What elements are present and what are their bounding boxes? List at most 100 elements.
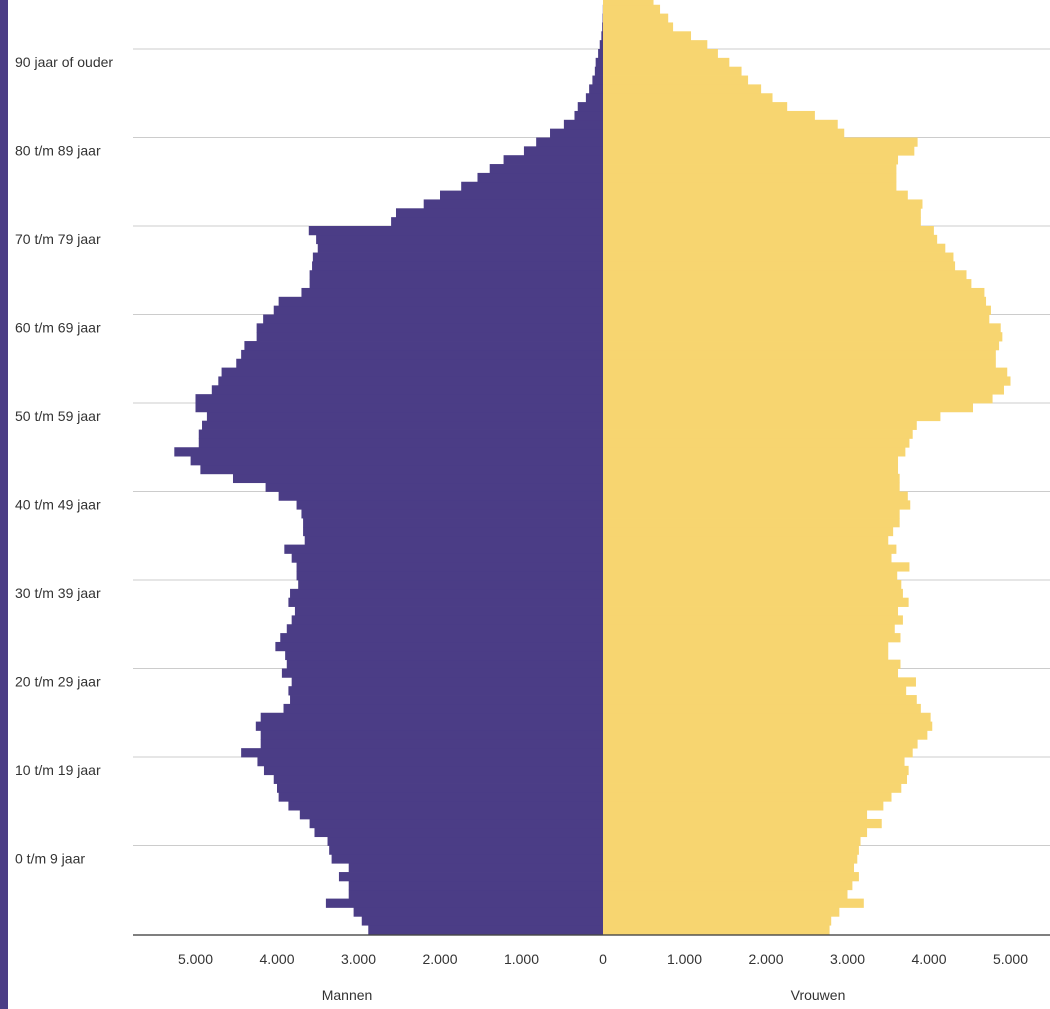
bar-vrouwen <box>603 367 1008 377</box>
bar-mannen <box>348 889 603 899</box>
bar-mannen <box>236 358 603 368</box>
bar-mannen <box>599 40 603 50</box>
x-tick-label: 1.000 <box>667 951 702 967</box>
bar-mannen <box>301 287 603 298</box>
bar-mannen <box>256 332 604 342</box>
age-group-label: 0 t/m 9 jaar <box>15 851 85 867</box>
bar-mannen <box>602 22 603 32</box>
bar-mannen <box>291 677 603 687</box>
bar-vrouwen <box>603 314 990 324</box>
bar-vrouwen <box>603 695 917 705</box>
bar-vrouwen <box>603 456 899 466</box>
bar-mannen <box>275 641 603 652</box>
bar-vrouwen <box>603 482 900 492</box>
bar-mannen <box>241 748 603 758</box>
bar-vrouwen <box>603 84 762 94</box>
bar-vrouwen <box>603 305 991 315</box>
bar-mannen <box>296 562 603 572</box>
age-group-label: 50 t/m 59 jaar <box>15 408 101 424</box>
bar-mannen <box>296 500 603 510</box>
bar-vrouwen <box>603 93 773 103</box>
x-axis-ticks: 5.000 4.000 3.000 2.000 1.000 0 1.000 2.000 3.00… <box>178 951 1028 967</box>
bar-mannen <box>327 836 603 846</box>
bar-mannen <box>523 146 603 156</box>
bar-mannen <box>594 66 603 76</box>
bar-vrouwen <box>603 287 985 298</box>
bar-mannen <box>206 411 603 422</box>
bar-mannen <box>477 172 603 183</box>
bar-vrouwen <box>603 597 909 607</box>
bar-mannen <box>598 49 603 59</box>
x-tick-label: 5.000 <box>993 951 1028 967</box>
bar-mannen <box>368 925 603 935</box>
bar-vrouwen <box>603 765 909 776</box>
bar-vrouwen <box>603 164 897 174</box>
bar-mannen <box>273 774 603 784</box>
bar-vrouwen <box>603 588 903 599</box>
bar-mannen <box>536 137 603 147</box>
x-tick-label: 0 <box>599 951 607 967</box>
bar-vrouwen <box>603 411 941 422</box>
bar-mannen <box>585 93 603 103</box>
bar-mannen <box>348 863 603 873</box>
bar-vrouwen <box>603 509 900 519</box>
bar-mannen <box>244 341 603 351</box>
bar-mannen <box>574 110 604 121</box>
bar-mannen <box>314 827 603 838</box>
bar-mannen <box>298 580 603 590</box>
bar-mannen <box>461 181 603 191</box>
bar-mannen <box>329 845 603 855</box>
bar-mannen <box>309 270 603 280</box>
bar-mannen <box>202 420 603 430</box>
bar-mannen <box>174 447 603 457</box>
bar-mannen <box>291 615 603 625</box>
x-tick-label: 4.000 <box>259 951 294 967</box>
bar-vrouwen <box>603 677 916 687</box>
bar-vrouwen <box>603 128 845 138</box>
bar-mannen <box>290 695 603 705</box>
bars <box>174 0 1011 935</box>
bar-vrouwen <box>603 208 921 218</box>
bar-vrouwen <box>603 836 861 846</box>
bar-mannen <box>312 252 603 262</box>
bar-vrouwen <box>603 403 974 413</box>
bar-mannen <box>263 314 603 324</box>
bar-vrouwen <box>603 925 830 935</box>
age-group-label: 90 jaar of ouder <box>15 54 113 70</box>
bar-vrouwen <box>603 889 848 899</box>
bar-mannen <box>503 155 603 165</box>
bar-mannen <box>278 792 603 802</box>
age-group-label: 10 t/m 19 jaar <box>15 762 101 778</box>
bar-vrouwen <box>603 818 882 829</box>
bar-mannen <box>283 703 603 714</box>
bar-vrouwen <box>603 615 903 625</box>
bar-mannen <box>288 801 603 811</box>
bar-mannen <box>277 783 603 793</box>
bar-vrouwen <box>603 447 906 457</box>
bar-vrouwen <box>603 385 1004 395</box>
bar-vrouwen <box>603 810 868 820</box>
bar-mannen <box>195 394 603 404</box>
bar-vrouwen <box>603 429 913 439</box>
bar-vrouwen <box>603 438 910 448</box>
bar-vrouwen <box>603 907 840 917</box>
bar-vrouwen <box>603 199 923 209</box>
bar-vrouwen <box>603 650 889 661</box>
age-group-label: 20 t/m 29 jaar <box>15 674 101 690</box>
bar-vrouwen <box>603 916 832 926</box>
bar-mannen <box>195 403 603 413</box>
x-tick-label: 4.000 <box>911 951 946 967</box>
age-group-label: 40 t/m 49 jaar <box>15 497 101 513</box>
x-tick-label: 5.000 <box>178 951 213 967</box>
age-group-label: 80 t/m 89 jaar <box>15 143 101 159</box>
age-group-labels: 0 t/m 9 jaar 10 t/m 19 jaar 20 t/m 29 jaar… <box>15 54 113 867</box>
bar-vrouwen <box>603 102 788 112</box>
x-tick-label: 3.000 <box>830 951 865 967</box>
bar-vrouwen <box>603 394 993 404</box>
bar-vrouwen <box>603 40 708 50</box>
bar-mannen <box>218 376 603 386</box>
bar-vrouwen <box>603 641 889 652</box>
bar-vrouwen <box>603 358 996 368</box>
age-group-label: 70 t/m 79 jaar <box>15 231 101 247</box>
bar-mannen <box>284 544 603 554</box>
